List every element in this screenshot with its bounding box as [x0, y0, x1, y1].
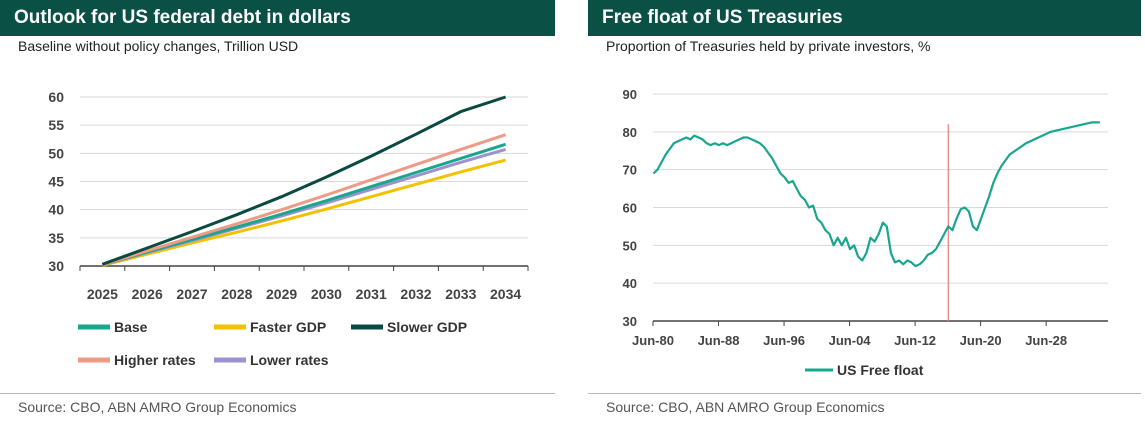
- series-line-us-free-float: [652, 121, 1100, 268]
- series-line-higher-rates: [101, 133, 507, 267]
- x-tick-label: 2025: [87, 286, 118, 302]
- debt-outlook-panel: Outlook for US federal debt in dollars B…: [0, 0, 557, 421]
- x-tick-label: 2026: [132, 286, 163, 302]
- x-tick-label: Jun-80: [632, 333, 674, 348]
- source-divider: [0, 393, 555, 394]
- free-float-panel: Free float of US Treasuries Proportion o…: [588, 0, 1145, 421]
- series-line-slower-gdp: [101, 95, 507, 266]
- source-note: Source: CBO, ABN AMRO Group Economics: [606, 399, 885, 415]
- free-float-chart: 30 40 50 60 70 80 90 Jun-80 Jun-88 Jun-96 Jun-04 Ju…: [623, 87, 1108, 378]
- x-tick-label: 2031: [356, 286, 387, 302]
- x-tick-label: Jun-20: [960, 333, 1002, 348]
- x-tick-label: 2029: [266, 286, 297, 302]
- legend-label: US Free float: [837, 362, 924, 378]
- x-tick-label: Jun-28: [1025, 333, 1067, 348]
- legend-label: Base: [114, 319, 148, 335]
- series-line-faster-gdp: [102, 158, 506, 267]
- y-tick-label: 30: [48, 258, 64, 274]
- y-tick-label: 60: [623, 201, 637, 216]
- source-note: Source: CBO, ABN AMRO Group Economics: [18, 399, 297, 415]
- legend-label: Slower GDP: [387, 319, 467, 335]
- y-tick-label: 50: [623, 238, 637, 253]
- debt-outlook-chart: 30 35 40 45 50 55 60 2025 2026 2027 2028 2029 2030 20…: [48, 89, 529, 368]
- y-tick-label: 80: [623, 125, 637, 140]
- chart-subtitle: Proportion of Treasuries held by private…: [606, 38, 931, 54]
- legend-label: Faster GDP: [250, 319, 326, 335]
- series-line-base: [101, 142, 507, 267]
- y-tick-label: 40: [48, 202, 64, 218]
- legend-label: Lower rates: [250, 352, 329, 368]
- y-tick-label: 60: [48, 89, 64, 105]
- x-tick-label: Jun-04: [829, 333, 872, 348]
- x-tick-label: 2030: [311, 286, 342, 302]
- x-tick-label: 2034: [490, 286, 521, 302]
- x-tick-label: 2027: [176, 286, 207, 302]
- source-divider: [588, 393, 1141, 394]
- x-tick-label: Jun-88: [698, 333, 740, 348]
- y-tick-label: 35: [48, 230, 64, 246]
- y-tick-label: 40: [623, 276, 637, 291]
- x-tick-label: Jun-96: [763, 333, 805, 348]
- y-tick-label: 90: [623, 87, 637, 102]
- y-tick-label: 45: [48, 174, 64, 190]
- y-tick-label: 30: [623, 314, 637, 329]
- chart-title: Outlook for US federal debt in dollars: [0, 0, 555, 36]
- chart-title: Free float of US Treasuries: [588, 0, 1141, 36]
- x-tick-label: Jun-12: [894, 333, 936, 348]
- y-tick-label: 55: [48, 117, 64, 133]
- x-tick-label: 2028: [221, 286, 252, 302]
- legend-label: Higher rates: [114, 352, 196, 368]
- x-tick-label: 2033: [445, 286, 476, 302]
- y-tick-label: 70: [623, 163, 637, 178]
- y-tick-label: 50: [48, 145, 64, 161]
- x-tick-label: 2032: [400, 286, 431, 302]
- chart-subtitle: Baseline without policy changes, Trillio…: [18, 38, 299, 54]
